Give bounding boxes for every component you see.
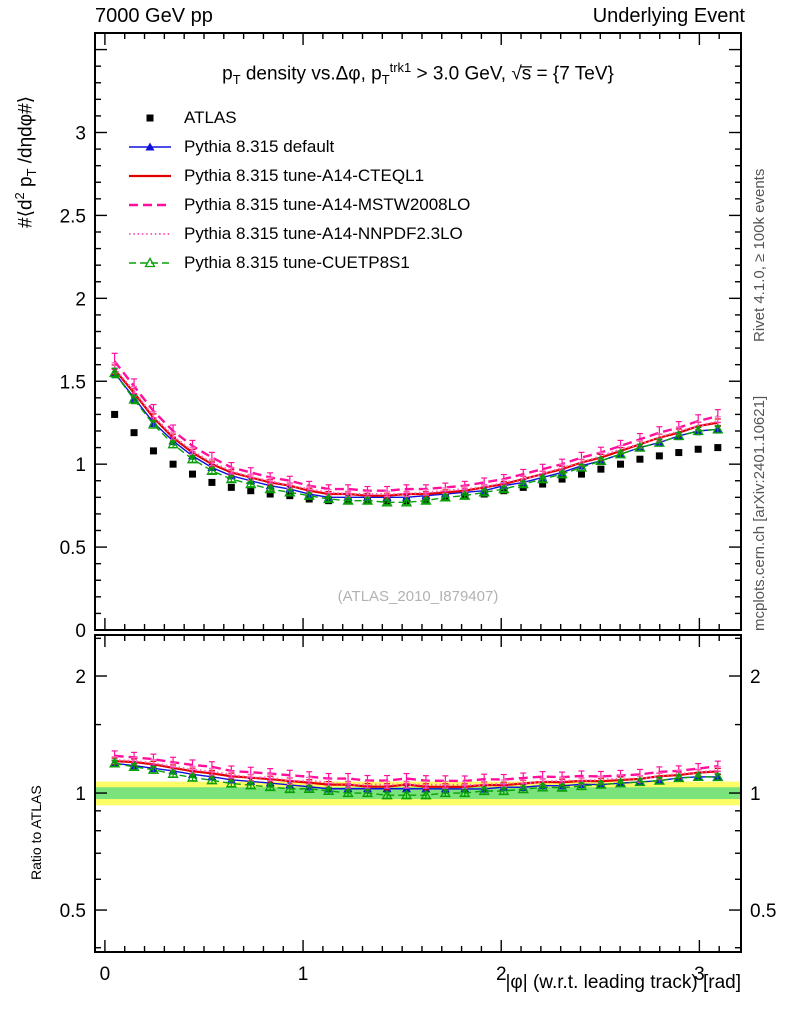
legend-item: Pythia 8.315 default [127, 132, 470, 161]
legend-item-label: Pythia 8.315 tune-CUETP8S1 [184, 252, 410, 272]
svg-text:1: 1 [75, 784, 86, 805]
svg-text:3: 3 [694, 964, 705, 985]
mcplots-reference-note: mcplots.cern.ch [arXiv:2401.10621] [751, 395, 768, 631]
ratio-y-axis-label: Ratio to ATLAS [28, 785, 44, 880]
legend-item-label: Pythia 8.315 tune-A14-CTEQL1 [184, 165, 425, 185]
legend-marker-icon [129, 174, 171, 177]
svg-text:0.5: 0.5 [60, 538, 86, 559]
legend-item: Pythia 8.315 tune-A14-NNPDF2.3LO [127, 219, 470, 248]
svg-text:1: 1 [750, 784, 761, 805]
legend-item: Pythia 8.315 tune-A14-CTEQL1 [127, 161, 470, 190]
legend: ATLAS Pythia 8.315 default Pythia 8.315 tu… [127, 103, 470, 277]
svg-text:1.5: 1.5 [60, 372, 86, 393]
svg-text:2: 2 [75, 667, 86, 688]
legend-marker-icon [146, 114, 154, 121]
legend-item-label: ATLAS [184, 107, 237, 127]
legend-item-label: Pythia 8.315 tune-A14-NNPDF2.3LO [184, 223, 463, 243]
legend-marker-icon [129, 256, 171, 267]
legend-item: ATLAS [127, 103, 470, 132]
main-y-axis-label: #⟨d2 pT /dηdφ#⟩ [12, 95, 40, 228]
analysis-id-watermark: (ATLAS_2010_I879407) [337, 588, 499, 605]
svg-text:0.5: 0.5 [60, 901, 86, 922]
svg-text:2: 2 [750, 667, 761, 688]
legend-item-label: Pythia 8.315 default [184, 136, 335, 156]
svg-text:2: 2 [496, 964, 507, 985]
svg-text:2: 2 [75, 289, 86, 310]
beam-label: 7000 GeV pp [95, 5, 213, 27]
svg-text:0: 0 [100, 964, 111, 985]
svg-text:3: 3 [75, 124, 86, 145]
svg-text:1: 1 [75, 455, 86, 476]
legend-marker-icon [129, 203, 171, 206]
svg-text:0.5: 0.5 [750, 901, 776, 922]
legend-marker-icon [129, 142, 171, 150]
rivet-version-note: Rivet 4.1.0, ≥ 100k events [751, 168, 768, 342]
svg-text:2.5: 2.5 [60, 206, 86, 227]
plot-title: pT density vs.Δφ, pTtrk1 > 3.0 GeV, √s̅ … [222, 60, 614, 88]
legend-item: Pythia 8.315 tune-A14-MSTW2008LO [127, 190, 470, 219]
legend-item-label: Pythia 8.315 tune-A14-MSTW2008LO [184, 194, 471, 214]
svg-text:1: 1 [298, 964, 309, 985]
legend-marker-icon [129, 232, 171, 235]
header: 7000 GeV pp Underlying Event [95, 5, 745, 28]
legend-item: Pythia 8.315 tune-CUETP8S1 [127, 248, 470, 277]
x-axis-label: |φ| (w.r.t. leading track) [rad] [505, 972, 742, 993]
analysis-label: Underlying Event [592, 5, 745, 27]
svg-text:0: 0 [75, 621, 86, 642]
